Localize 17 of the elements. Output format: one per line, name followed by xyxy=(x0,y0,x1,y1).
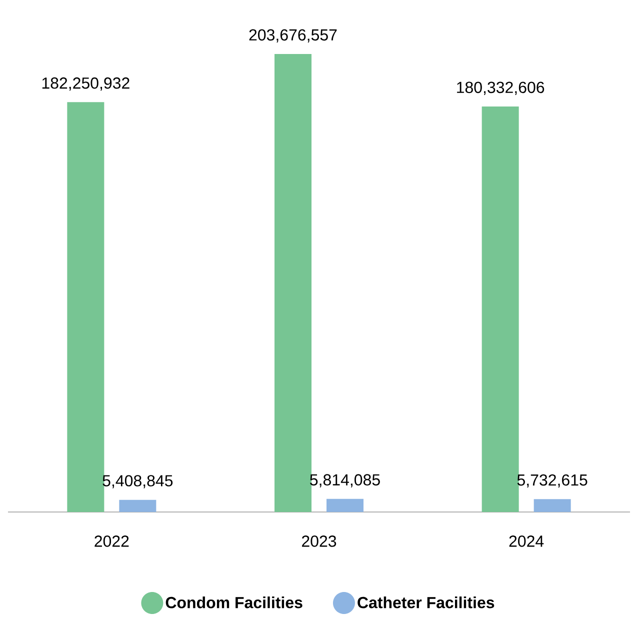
bar xyxy=(534,499,571,512)
legend-label: Catheter Facilities xyxy=(358,596,494,608)
data-label: 5,814,085 xyxy=(310,474,380,488)
bar xyxy=(482,106,519,512)
bar xyxy=(119,500,156,512)
data-label: 203,676,557 xyxy=(249,29,337,42)
data-label: 180,332,606 xyxy=(457,82,544,95)
data-label: 182,250,932 xyxy=(42,77,130,91)
bar xyxy=(326,498,364,512)
x-tick-label: 2024 xyxy=(509,536,544,547)
legend-label: Condom Facilities xyxy=(166,596,302,608)
data-label: 5,408,845 xyxy=(102,475,173,488)
data-label: 5,732,615 xyxy=(517,474,588,488)
x-tick-label: 2022 xyxy=(94,536,129,547)
bar xyxy=(274,54,312,512)
bar xyxy=(67,102,104,512)
x-tick-label: 2023 xyxy=(302,536,336,547)
